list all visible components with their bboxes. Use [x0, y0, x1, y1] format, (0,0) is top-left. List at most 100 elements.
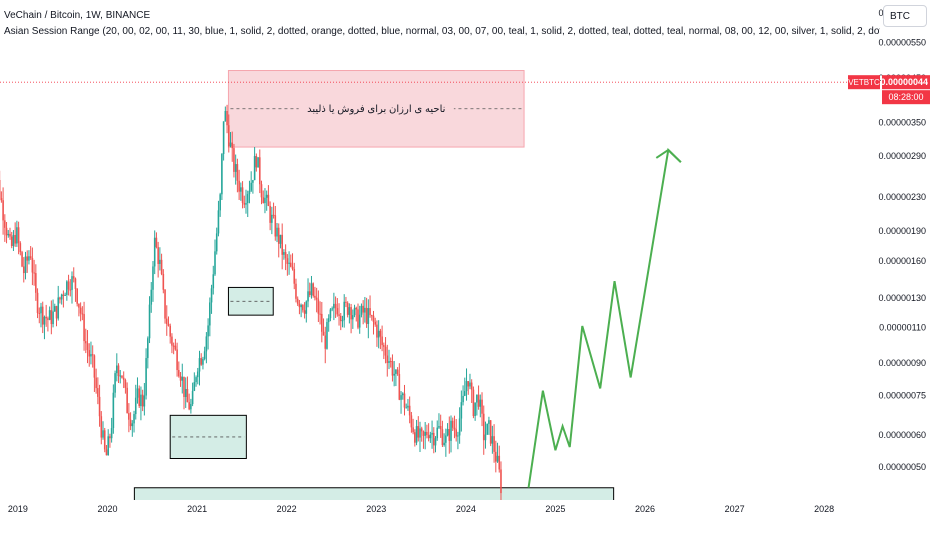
candle-body — [333, 304, 335, 308]
candle-body — [214, 251, 216, 274]
candle-body — [119, 376, 121, 377]
candle-body — [99, 397, 101, 416]
candle-body — [171, 337, 173, 346]
candle-body — [386, 356, 388, 363]
candle-body — [328, 318, 330, 322]
candle-body — [4, 220, 6, 227]
y-tick-label: 0.00000160 — [878, 256, 926, 266]
candle-body — [197, 372, 199, 378]
candle-body — [371, 315, 373, 316]
candle-body — [42, 307, 44, 325]
candle-body — [366, 308, 368, 324]
candle-body — [26, 256, 28, 260]
candle-body — [261, 184, 263, 197]
candle-body — [350, 307, 352, 319]
candle-body — [225, 111, 227, 121]
candle-body — [56, 306, 58, 318]
candle-body — [404, 394, 406, 408]
last-price-value: 0.00000044 — [880, 77, 928, 87]
candle-body — [243, 203, 245, 205]
candle-body — [450, 421, 452, 441]
candle-body — [488, 420, 490, 424]
candle-body — [190, 404, 192, 409]
candle-body — [256, 156, 258, 167]
candle-body — [435, 438, 437, 445]
candle-body — [57, 297, 59, 318]
candle-body — [304, 310, 306, 313]
candle-body — [238, 181, 240, 192]
candle-body — [163, 274, 165, 290]
candle-body — [118, 366, 120, 377]
candle-body — [428, 435, 430, 438]
candle-body — [18, 227, 20, 243]
candle-body — [209, 302, 211, 325]
candle-body — [226, 111, 228, 125]
candle-body — [378, 331, 380, 338]
candle-body — [183, 377, 185, 397]
candle-body — [380, 331, 382, 337]
sell-zone-label: ناحیه ی ارزان برای فروش یا ذلیبد — [307, 104, 445, 115]
candle-body — [455, 429, 457, 436]
candle-body — [135, 398, 137, 414]
candle-body — [421, 428, 423, 431]
candle-body — [166, 319, 168, 324]
candle-body — [259, 157, 261, 184]
candle-body — [302, 305, 304, 310]
candle-body — [51, 310, 53, 324]
candle-body — [354, 308, 356, 315]
candle-body — [61, 295, 63, 300]
candle-body — [337, 308, 339, 314]
candle-body — [14, 235, 16, 244]
currency-button[interactable]: BTC — [883, 5, 927, 27]
candle-body — [471, 383, 473, 390]
candle-body — [83, 314, 85, 341]
candle-body — [16, 227, 18, 243]
candle-body — [252, 180, 254, 183]
candle-body — [206, 336, 208, 351]
candle-body — [11, 237, 13, 246]
candle-body — [245, 203, 247, 205]
candle-body — [218, 210, 220, 233]
candle-body — [345, 302, 347, 303]
candle-body — [142, 395, 144, 407]
candle-body — [156, 238, 158, 247]
candle-body — [33, 273, 35, 274]
candle-body — [30, 256, 32, 258]
indicator-legend[interactable]: Asian Session Range (20, 00, 02, 00, 11,… — [4, 26, 880, 37]
candle-body — [21, 252, 23, 266]
candle-body — [412, 427, 414, 432]
candle-body — [326, 322, 328, 349]
candle-body — [133, 414, 135, 423]
candle-body — [204, 351, 206, 359]
candle-body — [187, 389, 189, 402]
candle-body — [181, 377, 183, 381]
candle-body — [116, 366, 118, 374]
candle-body — [188, 402, 190, 409]
candle-body — [199, 358, 201, 371]
candle-body — [80, 308, 82, 314]
candle-body — [254, 156, 256, 180]
candle-body — [397, 370, 399, 374]
candle-body — [388, 361, 390, 363]
candle-body — [107, 436, 109, 455]
candle-body — [78, 304, 80, 308]
candle-body — [2, 200, 4, 220]
candle-body — [383, 345, 385, 347]
candle-body — [306, 301, 308, 313]
candle-body — [228, 125, 230, 146]
candle-body — [242, 187, 244, 203]
candle-body — [123, 378, 125, 380]
candle-body — [97, 388, 99, 397]
candle-body — [417, 426, 419, 437]
candle-body — [262, 197, 264, 203]
candle-body — [318, 300, 320, 314]
candle-body — [399, 374, 401, 400]
x-tick-label: 2022 — [277, 504, 297, 514]
candle-body — [497, 456, 499, 462]
candle-body — [443, 443, 445, 445]
candle-body — [462, 396, 464, 402]
candle-body — [331, 308, 333, 309]
x-tick-label: 2025 — [545, 504, 565, 514]
